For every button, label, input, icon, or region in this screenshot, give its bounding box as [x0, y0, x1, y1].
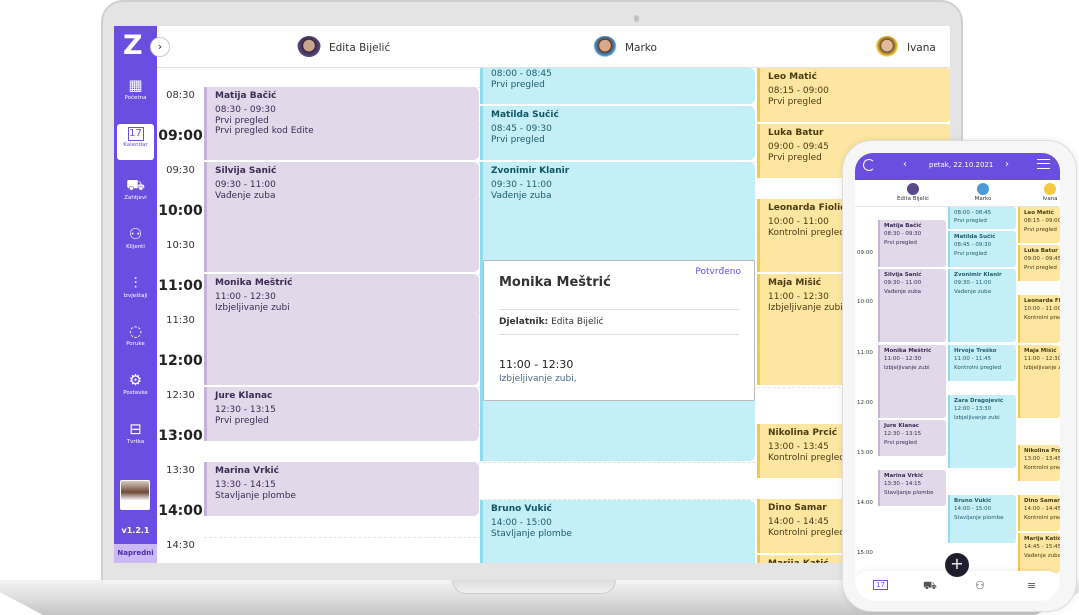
messages-icon: ◌	[128, 322, 143, 340]
sidebar-item-klijenti[interactable]: ⚇ Klijenti	[117, 225, 154, 261]
staff-edita[interactable]: Edita Bijelić	[893, 183, 933, 202]
calendar-icon[interactable]: 17	[873, 580, 888, 590]
event-card[interactable]: Hrvoje Treško 11:00 - 11:45 Kontrolni preg…	[948, 345, 1016, 381]
event-card[interactable]: Zvonimir Klanir 09:30 - 11:00 Vađenje zu…	[480, 162, 755, 272]
logo: Z	[123, 30, 143, 61]
avatar	[875, 36, 899, 60]
prev-day-button[interactable]: ‹	[903, 159, 907, 170]
event-card[interactable]: 08:00 - 08:45 Prvi pregled	[948, 207, 1016, 229]
cart-icon: ⛟	[126, 176, 145, 194]
version-label: v1.2.1	[121, 526, 150, 535]
event-card[interactable]: Marija Katić 14:45 - 15:45 Vađenje zuba	[1018, 533, 1060, 573]
event-card[interactable]: Bruno Vukić 14:00 - 15:00 Stavljanje plomb…	[948, 495, 1016, 543]
staff-header: Edita Bijelić Marko Ivana	[157, 26, 950, 68]
mobile-calendar-grid: 09:00 10:00 11:00 12:00 13:00 14:00 15:0…	[855, 206, 1060, 576]
avatar	[297, 36, 321, 60]
staff-ivana[interactable]: Ivana	[875, 36, 936, 60]
avatar	[593, 36, 617, 60]
clients-icon[interactable]: ⚇	[975, 579, 985, 592]
briefcase-icon: ⊟	[129, 420, 142, 438]
staff-marko[interactable]: Marko	[593, 36, 657, 60]
event-card[interactable]: Matija Bačić 08:30 - 09:30 Prvi pregled …	[204, 87, 479, 160]
event-card[interactable]: Zvonimir Klanir 09:30 - 11:00 Vađenje zuba	[948, 269, 1016, 342]
event-card[interactable]: Monika Meštrić 11:00 - 12:30 Izbjeljivanje…	[878, 345, 946, 418]
popup-client-name: Monika Meštrić	[499, 275, 611, 290]
popup-time: 11:00 - 12:30	[499, 358, 574, 371]
next-day-button[interactable]: ›	[1005, 159, 1009, 170]
event-card[interactable]: Matilda Sučić 08:45 - 09:30 Prvi pregled	[480, 106, 755, 160]
event-card[interactable]: Leo Matić 08:15 - 09:00 Prvi pregled	[1018, 207, 1060, 243]
popup-service: Izbjeljivanje zubi,	[499, 374, 577, 384]
event-card[interactable]: Jure Klanac 12:30 - 13:15 Prvi pregled	[878, 420, 946, 456]
appointment-popup: Potvrđeno Monika Meštrić Djelatnik: Edit…	[483, 260, 755, 401]
event-card[interactable]: Leo Matić 08:15 - 09:00 Prvi pregled	[757, 68, 950, 122]
event-card[interactable]: Marina Vrkić 13:30 - 14:15 Stavljanje plom…	[878, 470, 946, 506]
dashboard-icon: ▦	[128, 76, 143, 94]
sidebar-item-kalendar[interactable]: 17 Kalendar	[117, 124, 154, 160]
event-card[interactable]: Matilda Sučić 08:45 - 09:30 Prvi pregled	[948, 231, 1016, 267]
event-card[interactable]: Bruno Vukić 14:00 - 15:00 Stavljanje plo…	[480, 500, 755, 563]
phone-frame: ‹ petak, 22.10.2021 › Edita Bijelić Mark…	[842, 140, 1077, 612]
calendar-icon: 17	[127, 127, 144, 141]
event-card[interactable]: Silvija Sanić 09:30 - 11:00 Vađenje zuba	[878, 269, 946, 342]
user-avatar[interactable]	[120, 480, 150, 510]
event-card[interactable]: Zara Dragojević 12:00 - 13:30 Izbjeljivanj…	[948, 395, 1016, 468]
staff-ivana[interactable]: Ivana	[1035, 183, 1060, 202]
camera	[634, 15, 639, 22]
mobile-header: ‹ petak, 22.10.2021 ›	[855, 153, 1060, 180]
sidebar-item-izvjestaji[interactable]: ⫶ Izvještaji	[117, 274, 154, 310]
staff-edita[interactable]: Edita Bijelić	[297, 36, 390, 60]
menu-icon[interactable]: ≡	[1027, 579, 1037, 592]
cart-icon[interactable]: ⛟	[923, 579, 937, 592]
expand-sidebar-button[interactable]: ›	[150, 37, 170, 57]
event-card[interactable]: 08:00 - 08:45 Prvi pregled	[480, 68, 755, 104]
chevron-right-icon: ›	[157, 40, 163, 53]
plan-badge[interactable]: Napredni	[114, 544, 157, 563]
event-card[interactable]: Monika Meštrić 11:00 - 12:30 Izbjeljivan…	[204, 274, 479, 385]
current-date[interactable]: petak, 22.10.2021	[929, 161, 994, 169]
time-column: 08:30 09:00 09:30 10:00 10:30 11:00 11:3…	[158, 90, 203, 551]
reports-icon: ⫶	[133, 274, 138, 292]
desktop-app: Z ▦ Početna 17 Kalendar ⛟ Zahtjevi ⚇ Kli…	[114, 26, 950, 563]
event-card[interactable]: Matija Bačić 08:30 - 09:30 Prvi pregled	[878, 220, 946, 267]
hamburger-menu-icon[interactable]	[1037, 159, 1050, 169]
sync-icon[interactable]	[863, 159, 875, 171]
staff-marko[interactable]: Marko	[963, 183, 1003, 202]
popup-staff: Djelatnik: Edita Bijelić	[499, 317, 604, 327]
event-card[interactable]: Jure Klanac 12:30 - 13:15 Prvi pregled	[204, 387, 479, 441]
event-card[interactable]: Silvija Sanić 09:30 - 11:00 Vađenje zuba	[204, 162, 479, 272]
sidebar-item-zahtjevi[interactable]: ⛟ Zahtjevi	[117, 176, 154, 212]
sidebar-item-postavke[interactable]: ⚙ Postavke	[117, 371, 154, 407]
status-badge: Potvrđeno	[695, 267, 741, 277]
sidebar: Z ▦ Početna 17 Kalendar ⛟ Zahtjevi ⚇ Kli…	[114, 26, 157, 563]
event-card[interactable]: Luka Batur 09:00 - 09:45 Prvi pregled	[1018, 245, 1060, 281]
mobile-app: ‹ petak, 22.10.2021 › Edita Bijelić Mark…	[855, 153, 1060, 601]
clients-icon: ⚇	[128, 225, 143, 243]
sidebar-item-tvrtka[interactable]: ⊟ Tvrtka	[117, 420, 154, 456]
gear-icon: ⚙	[128, 371, 143, 389]
laptop-notch	[452, 580, 616, 594]
add-appointment-button[interactable]: +	[945, 553, 969, 577]
sidebar-item-poruke[interactable]: ◌ Poruke	[117, 322, 154, 358]
sidebar-item-pocetna[interactable]: ▦ Početna	[117, 76, 154, 112]
event-card[interactable]: Marina Vrkić 13:30 - 14:15 Stavljanje pl…	[204, 462, 479, 516]
